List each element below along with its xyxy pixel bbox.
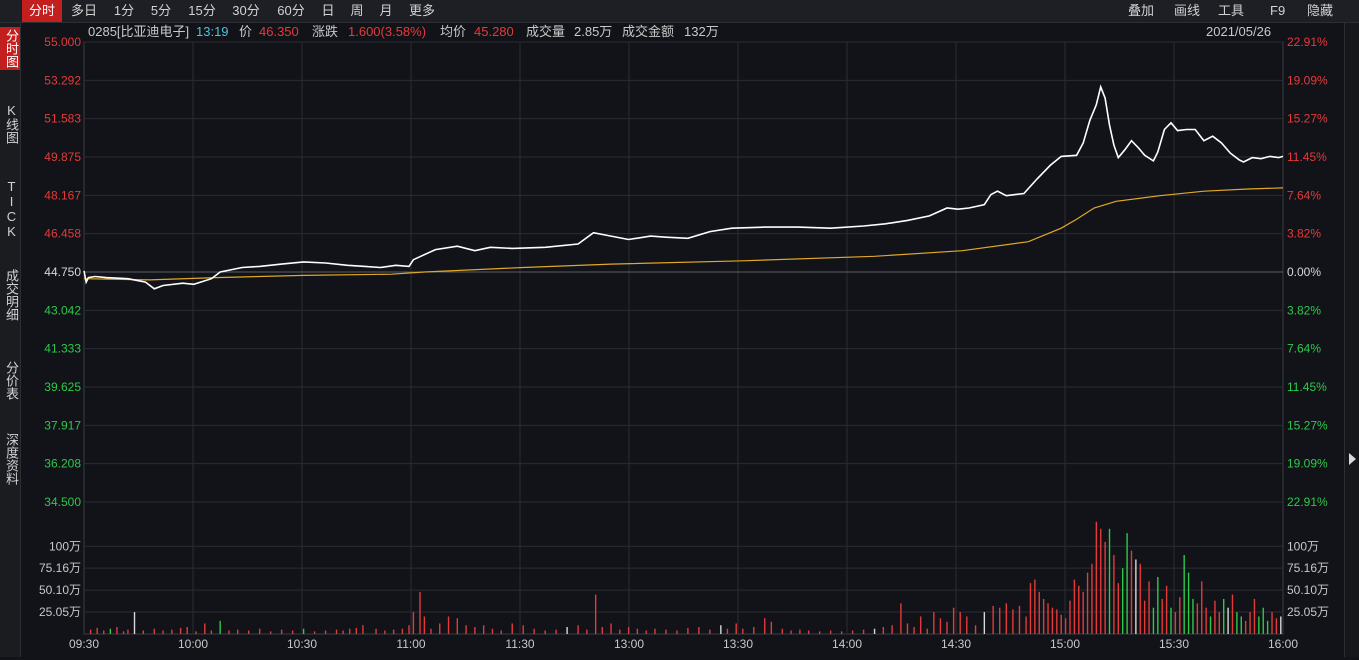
period-tab-6[interactable]: 60分	[277, 3, 305, 18]
x-tick-label: 14:00	[832, 637, 862, 651]
left-sidebar: 分时图 K线图 TICK 成交明细分价表深度资料	[0, 23, 21, 657]
change-value: 1.600(3.58%)	[348, 24, 427, 39]
right-collapse-bar[interactable]	[1344, 23, 1359, 657]
pct-axis-label: 7.64%	[1287, 188, 1321, 202]
pct-axis-label: 15.27%	[1287, 112, 1328, 126]
x-tick-label: 13:30	[723, 637, 753, 651]
trade-date: 2021/05/26	[1206, 24, 1272, 39]
pct-axis-label: 3.82%	[1287, 227, 1321, 241]
expand-arrow-icon[interactable]	[1345, 23, 1359, 657]
period-tab-9[interactable]: 月	[379, 3, 393, 18]
x-tick-label: 15:30	[1159, 637, 1189, 651]
period-tab-2[interactable]: 1分	[113, 3, 135, 18]
top-toolbar: 分时 多日 1分 5分 15分 30分 60分 日周月更多 叠加 画线 工具 F9 隐藏	[0, 0, 1359, 23]
price-axis-label: 51.583	[44, 112, 81, 126]
avg-price-line	[83, 187, 1284, 281]
x-tick-label: 16:00	[1268, 637, 1298, 651]
pct-axis-label: 3.82%	[1287, 303, 1321, 317]
pct-axis-label: 11.45%	[1287, 380, 1327, 394]
x-tick-label: 09:30	[69, 637, 99, 651]
pct-axis-label: 7.64%	[1287, 342, 1321, 356]
price-axis-label: 37.917	[44, 418, 81, 432]
sidebar-item-1[interactable]: K线图	[4, 103, 19, 144]
price-axis-label: 41.333	[44, 342, 81, 356]
x-tick-label: 10:00	[178, 637, 208, 651]
price-label: 价	[239, 24, 253, 39]
x-tick-label: 11:30	[505, 637, 534, 651]
vol-axis-label: 50.10万	[39, 583, 81, 597]
period-tab-1[interactable]: 多日	[70, 3, 97, 18]
pct-axis-label: 0.00%	[1287, 265, 1321, 279]
toolbar-overlay-button[interactable]: 叠加	[1128, 3, 1155, 18]
pct-axis-label: 22.91%	[1287, 495, 1328, 509]
toolbar-tools-button[interactable]: 工具	[1218, 3, 1245, 18]
x-tick-label: 11:00	[396, 637, 425, 651]
sidebar-item-0[interactable]: 分时图	[0, 27, 20, 70]
period-tab-10[interactable]: 更多	[408, 3, 435, 18]
vol-axis-label-right: 50.10万	[1287, 583, 1329, 597]
amount-label: 成交金额	[622, 24, 675, 39]
pct-axis-label: 11.45%	[1287, 150, 1327, 164]
pct-axis-label: 19.09%	[1287, 73, 1328, 87]
sidebar-item-5[interactable]: 深度资料	[4, 433, 19, 485]
period-tab-7[interactable]: 日	[321, 3, 335, 18]
toolbar-hide-button[interactable]: 隐藏	[1307, 3, 1334, 18]
sidebar-item-3[interactable]: 成交明细	[4, 269, 19, 321]
price-axis-label: 44.750	[44, 265, 81, 279]
vol-axis-label: 100万	[49, 539, 81, 553]
info-time: 13:19	[196, 24, 229, 39]
period-tab-3[interactable]: 5分	[150, 3, 172, 18]
pct-axis-label: 15.27%	[1287, 418, 1328, 432]
price-axis-label: 46.458	[44, 227, 81, 241]
price-axis-label: 55.000	[44, 35, 81, 49]
avg-label: 均价	[440, 24, 467, 39]
sidebar-item-2[interactable]: TICK	[4, 179, 19, 239]
chart-frame	[83, 41, 1284, 635]
price-axis-label: 48.167	[44, 188, 81, 202]
x-tick-label: 10:30	[287, 637, 317, 651]
vol-axis-label: 75.16万	[39, 561, 81, 575]
volume-value: 2.85万	[574, 24, 613, 39]
price-axis-label: 49.875	[44, 150, 81, 164]
price-line	[83, 84, 1284, 290]
price-axis-label: 53.292	[44, 73, 81, 87]
price-axis-label: 39.625	[44, 380, 81, 394]
amount-value: 132万	[684, 24, 719, 39]
toolbar-draw-button[interactable]: 画线	[1174, 3, 1201, 18]
sidebar-item-4[interactable]: 分价表	[4, 361, 19, 400]
price-axis-label: 36.208	[44, 457, 81, 471]
vol-axis-label-right: 100万	[1287, 539, 1319, 553]
price-axis-label: 43.042	[44, 303, 81, 317]
period-tab-5[interactable]: 30分	[232, 3, 260, 18]
x-tick-label: 14:30	[941, 637, 971, 651]
toolbar-f9-button[interactable]: F9	[1270, 3, 1286, 18]
vol-axis-label-right: 25.05万	[1287, 605, 1329, 619]
period-tab-0[interactable]: 分时	[22, 0, 62, 22]
avg-value: 45.280	[474, 24, 514, 39]
stock-name: 0285[比亚迪电子]	[88, 24, 190, 39]
price-axis-label: 34.500	[44, 495, 81, 509]
vol-axis-label-right: 75.16万	[1287, 561, 1329, 575]
volume-label: 成交量	[526, 24, 566, 39]
pct-axis-label: 19.09%	[1287, 457, 1328, 471]
period-tab-8[interactable]: 周	[350, 3, 364, 18]
price-value: 46.350	[259, 24, 299, 39]
period-tab-4[interactable]: 15分	[188, 3, 216, 18]
x-tick-label: 15:00	[1050, 637, 1080, 651]
x-tick-label: 13:00	[614, 637, 644, 651]
vol-axis-label: 25.05万	[39, 605, 81, 619]
change-label: 涨跌	[312, 24, 339, 39]
pct-axis-label: 22.91%	[1287, 35, 1328, 49]
